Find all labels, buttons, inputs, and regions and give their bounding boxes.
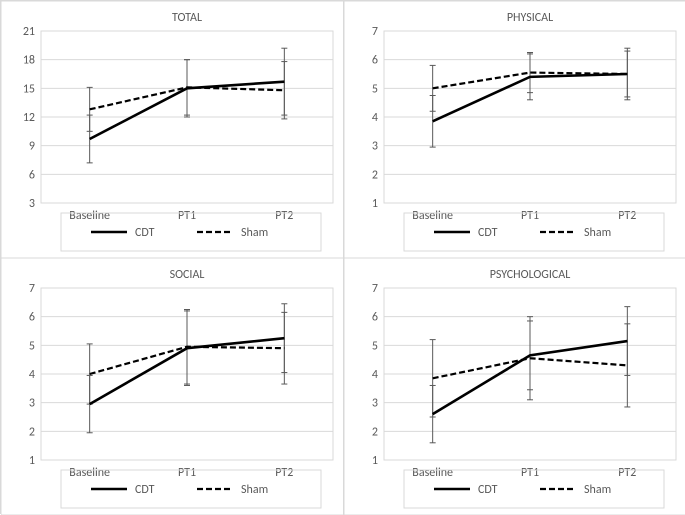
svg-text:PHYSICAL: PHYSICAL <box>506 11 552 25</box>
svg-text:PT1: PT1 <box>520 209 538 223</box>
svg-text:SOCIAL: SOCIAL <box>170 268 205 282</box>
svg-text:PT1: PT1 <box>178 209 196 223</box>
chart-panel-psychological: 1 2 3 4 5 6 7 Baseline PT1 PT2 PSYCHOLOGICAL CDT Sha… <box>344 258 685 515</box>
svg-text:6: 6 <box>29 311 35 325</box>
chart-grid: 36912151821BaselinePT1PT2TOTALCDTSham123… <box>0 0 685 514</box>
svg-text:Baseline: Baseline <box>69 466 110 480</box>
svg-text:3: 3 <box>29 397 35 411</box>
svg-text:4: 4 <box>371 368 377 382</box>
svg-text:Sham: Sham <box>584 226 611 240</box>
svg-text:6: 6 <box>371 54 377 68</box>
svg-text:7: 7 <box>29 282 35 296</box>
svg-text:1: 1 <box>29 454 35 468</box>
svg-text:Sham: Sham <box>241 483 268 497</box>
chart-panel-physical: 1 2 3 4 5 6 7 Baseline PT1 PT2 PHYSICAL CDT Sham <box>344 1 685 258</box>
svg-text:9: 9 <box>29 140 35 154</box>
svg-text:3: 3 <box>371 140 377 154</box>
svg-text:3: 3 <box>29 197 35 211</box>
svg-text:4: 4 <box>29 368 35 382</box>
svg-text:6: 6 <box>29 168 35 182</box>
svg-text:Sham: Sham <box>584 483 611 497</box>
svg-text:PT1: PT1 <box>520 466 538 480</box>
svg-text:5: 5 <box>371 339 377 353</box>
chart-panel-total: 3 6 9 12 15 18 21 Baseline PT1 PT2 TOTAL CDT Sham <box>1 1 344 258</box>
svg-text:Baseline: Baseline <box>412 209 453 223</box>
svg-text:Baseline: Baseline <box>69 209 110 223</box>
svg-text:2: 2 <box>371 168 377 182</box>
svg-text:PT2: PT2 <box>275 209 293 223</box>
svg-text:3: 3 <box>371 397 377 411</box>
svg-text:5: 5 <box>371 82 377 96</box>
svg-text:Baseline: Baseline <box>412 466 453 480</box>
svg-text:7: 7 <box>371 282 377 296</box>
chart-panel-social: 1 2 3 4 5 6 7 Baseline PT1 PT2 SOCIAL CDT Sham <box>1 258 344 515</box>
svg-text:PT2: PT2 <box>275 466 293 480</box>
svg-text:PT1: PT1 <box>178 466 196 480</box>
svg-text:PT2: PT2 <box>618 209 636 223</box>
svg-text:CDT: CDT <box>135 226 155 240</box>
svg-text:CDT: CDT <box>478 483 498 497</box>
svg-text:1: 1 <box>371 454 377 468</box>
svg-text:PT2: PT2 <box>618 466 636 480</box>
svg-text:15: 15 <box>23 82 35 96</box>
svg-text:2: 2 <box>371 425 377 439</box>
svg-text:21: 21 <box>23 25 35 39</box>
svg-text:2: 2 <box>29 425 35 439</box>
svg-text:18: 18 <box>23 54 35 68</box>
svg-text:12: 12 <box>23 111 35 125</box>
svg-text:4: 4 <box>371 111 377 125</box>
svg-text:6: 6 <box>371 311 377 325</box>
svg-text:5: 5 <box>29 339 35 353</box>
svg-text:PSYCHOLOGICAL: PSYCHOLOGICAL <box>489 268 570 282</box>
svg-text:TOTAL: TOTAL <box>172 11 202 25</box>
svg-text:1: 1 <box>371 197 377 211</box>
svg-text:CDT: CDT <box>135 483 155 497</box>
svg-text:CDT: CDT <box>478 226 498 240</box>
svg-text:7: 7 <box>371 25 377 39</box>
svg-text:Sham: Sham <box>241 226 268 240</box>
